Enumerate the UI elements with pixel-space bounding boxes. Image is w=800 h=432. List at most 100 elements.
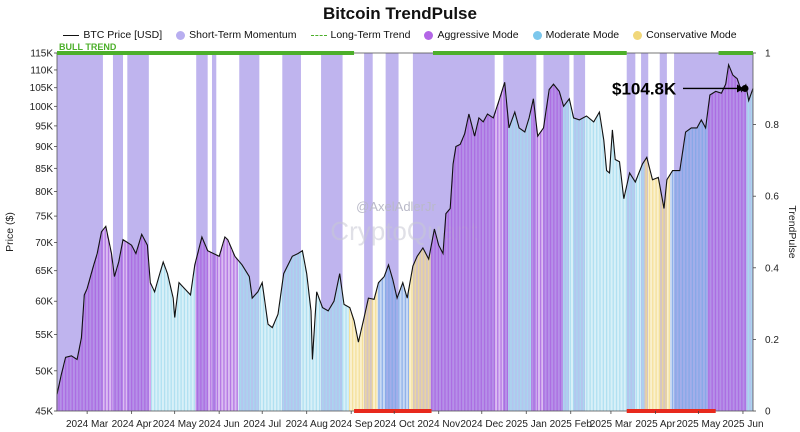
mode-bar	[399, 290, 401, 411]
mode-bar	[201, 237, 203, 411]
mode-bar	[620, 173, 622, 411]
mode-bar	[507, 112, 508, 411]
mode-bar	[231, 249, 233, 411]
mode-bar	[673, 170, 675, 411]
mode-bar	[278, 303, 280, 411]
mode-bar	[181, 285, 183, 411]
mode-bar	[85, 291, 86, 411]
mode-bar	[297, 253, 299, 411]
legend: BTC Price [USD] Short-Term Momentum Long-T…	[0, 29, 800, 41]
mode-bar	[630, 175, 632, 411]
mode-bar	[76, 359, 78, 411]
mode-bar	[640, 167, 642, 411]
x-tick-label: 2025 Mar	[590, 419, 633, 430]
mode-bar	[95, 258, 97, 411]
mode-bar	[93, 262, 95, 411]
mode-bar	[562, 106, 564, 411]
mode-bar	[462, 137, 464, 411]
mode-bar	[528, 117, 530, 412]
mode-bar	[598, 112, 600, 411]
mode-bar	[601, 130, 603, 411]
mode-bar	[627, 179, 629, 411]
mode-bar	[472, 130, 474, 411]
mode-bar	[745, 84, 747, 411]
mode-bar	[123, 240, 125, 411]
momentum-span	[412, 53, 495, 411]
momentum-span	[211, 53, 217, 411]
mode-bar	[251, 298, 253, 411]
mode-bar	[105, 226, 107, 411]
mode-bar	[373, 299, 375, 411]
mode-bar	[429, 251, 431, 411]
mode-bar	[250, 287, 251, 411]
mode-bar	[321, 307, 323, 411]
mode-bar	[608, 172, 610, 411]
mode-bar	[515, 117, 517, 412]
mode-bar	[509, 123, 511, 412]
mode-bar	[165, 269, 167, 411]
mode-bar	[481, 120, 483, 411]
mode-bar	[485, 116, 487, 412]
mode-bar	[106, 232, 108, 411]
mode-bar	[420, 249, 422, 411]
mode-bar	[715, 91, 716, 412]
mode-bar	[570, 105, 572, 411]
mode-bar	[412, 266, 414, 411]
mode-bar	[453, 155, 455, 411]
mode-bar	[386, 268, 388, 411]
mode-bar	[112, 264, 114, 411]
legend-item: BTC Price [USD]	[63, 29, 162, 41]
mode-bar	[326, 310, 328, 411]
mode-bar	[169, 285, 171, 411]
mode-bar	[311, 359, 313, 411]
mode-bar	[264, 302, 266, 411]
mode-bar	[125, 241, 127, 411]
mode-bar	[366, 304, 368, 411]
mode-bar	[748, 100, 749, 412]
mode-bar	[364, 310, 366, 411]
momentum-span	[659, 53, 667, 411]
mode-bar	[265, 313, 267, 411]
legend-label: Moderate Mode	[545, 29, 620, 41]
mode-bar	[219, 251, 221, 411]
mode-bar	[661, 200, 663, 411]
mode-bar	[327, 310, 329, 411]
mode-bar	[310, 310, 312, 411]
mode-bar	[387, 264, 389, 411]
mode-bar	[433, 229, 435, 411]
mode-bar	[79, 344, 81, 411]
mode-bar	[202, 240, 204, 411]
mode-bar	[65, 357, 66, 411]
mode-bar	[376, 288, 378, 411]
mode-bar	[446, 211, 448, 411]
mode-bar	[541, 129, 543, 411]
mode-bar	[151, 285, 152, 411]
mode-bar	[362, 323, 363, 411]
mode-bar	[438, 245, 439, 411]
legend-item: Aggressive Mode	[424, 29, 519, 41]
mode-bar	[717, 92, 719, 411]
mode-bar	[508, 127, 510, 412]
mode-bar	[591, 120, 593, 412]
mode-bar	[733, 76, 735, 411]
mode-bar	[86, 288, 88, 411]
mode-bar	[518, 127, 520, 412]
watermark-handle: @AxelAdlerJr	[356, 199, 436, 214]
mode-bar	[138, 243, 140, 411]
x-tick-label: 2025 Jan	[506, 419, 547, 430]
mode-bar	[228, 242, 230, 411]
mode-bar	[320, 303, 322, 411]
mode-bar	[273, 324, 274, 411]
mode-bar	[379, 281, 381, 411]
mode-bars	[56, 64, 754, 412]
mode-bar	[502, 86, 504, 411]
mode-bar	[606, 170, 607, 411]
mode-bar	[725, 84, 726, 412]
mode-bar	[440, 250, 442, 411]
mode-bar	[73, 357, 75, 411]
mode-bar	[705, 127, 706, 412]
mode-bar	[113, 276, 115, 411]
legend-dot-swatch	[176, 30, 186, 40]
mode-bar	[118, 261, 119, 411]
mode-bar	[153, 291, 155, 411]
